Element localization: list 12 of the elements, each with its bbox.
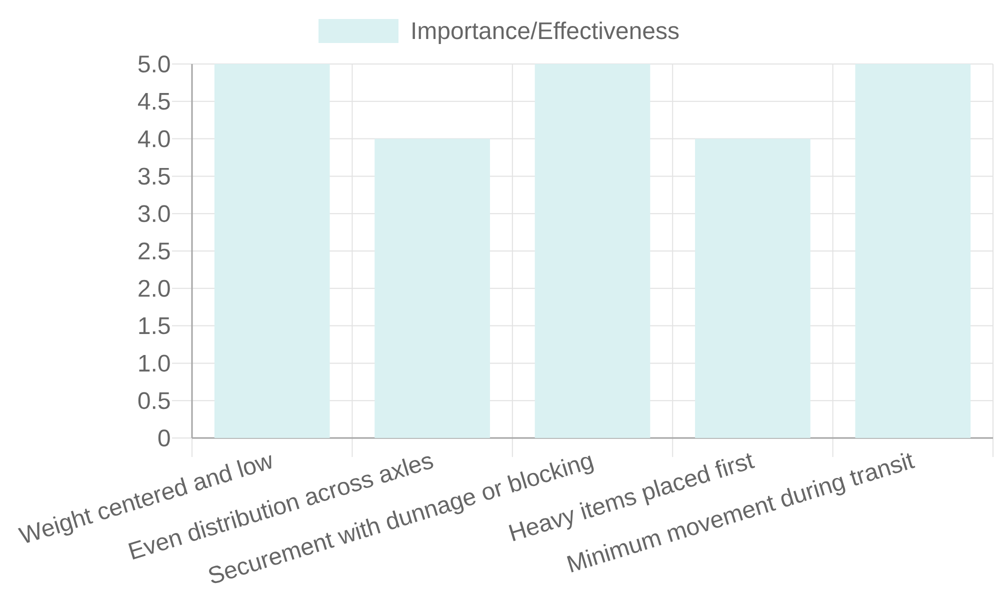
- y-tick-label: 0: [158, 429, 170, 446]
- legend-label: Importance/Effectiveness: [412, 22, 679, 44]
- y-tick-label: 2.5: [138, 242, 170, 260]
- y-tick-label: 4.5: [138, 93, 170, 110]
- y-tick-label: 4.0: [138, 130, 170, 148]
- y-tick-label: 0.5: [138, 392, 170, 410]
- y-tick-label: 5.0: [138, 55, 170, 72]
- y-tick-label: 3.5: [138, 168, 170, 185]
- y-tick-label: 2.0: [138, 280, 170, 297]
- y-tick-label: 1.5: [139, 317, 170, 334]
- y-tick-label: 1.0: [139, 354, 170, 372]
- y-tick-label: 3.0: [138, 205, 170, 222]
